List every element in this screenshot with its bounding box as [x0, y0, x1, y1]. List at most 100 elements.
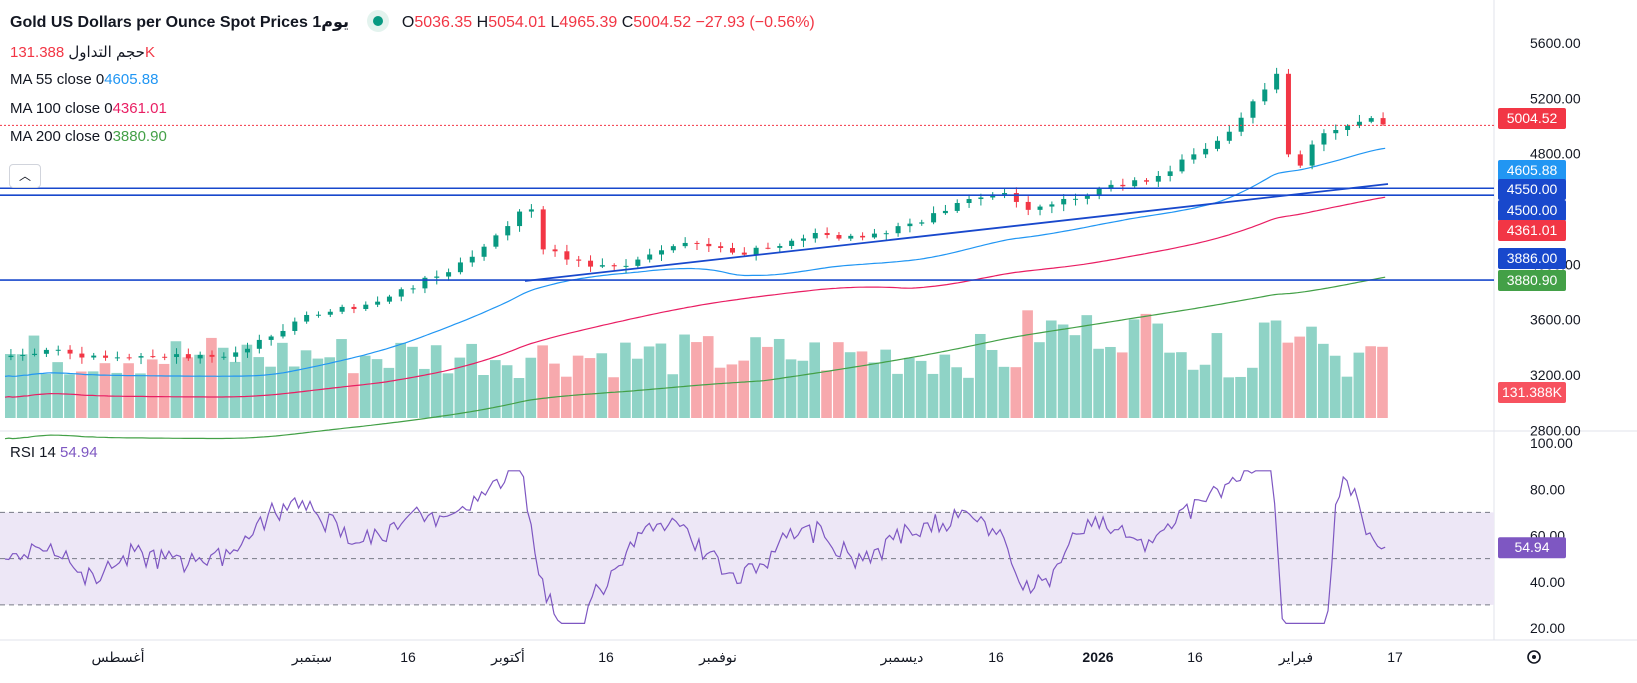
volume-bar	[1282, 342, 1294, 418]
volume-bar	[395, 342, 406, 418]
candle	[1167, 171, 1173, 176]
volume-bar	[182, 357, 194, 418]
volume-bar	[809, 342, 821, 418]
volume-bar	[1034, 342, 1045, 418]
candle	[386, 296, 392, 302]
candle	[1368, 118, 1374, 122]
candle	[599, 265, 605, 267]
candle	[457, 262, 463, 273]
volume-bar	[868, 362, 880, 418]
volume-legend[interactable]: حجم التداول 131.388K	[10, 43, 155, 61]
time-axis-label: 17	[1387, 649, 1403, 665]
volume-bar	[194, 354, 205, 418]
volume-bar	[359, 355, 371, 418]
volume-bar	[1152, 323, 1164, 418]
volume-bar	[844, 352, 856, 418]
collapse-legend-button[interactable]: ︿	[9, 164, 41, 188]
candle	[931, 213, 937, 223]
ma100-legend[interactable]: MA 100 close 04361.01	[10, 100, 167, 117]
candle	[1132, 180, 1138, 187]
price-badge	[1498, 270, 1566, 291]
volume-bar	[1187, 369, 1199, 418]
price-axis-tick: 3600.00	[1530, 312, 1581, 328]
ma100-line	[4, 196, 1386, 398]
candle	[434, 276, 440, 278]
volume-bar	[478, 374, 489, 418]
price-badge-label: 5004.52	[1507, 110, 1558, 126]
volume-bar	[87, 371, 99, 418]
candle	[966, 199, 972, 204]
candle	[528, 209, 534, 212]
volume-bar	[750, 337, 761, 418]
candle	[954, 203, 960, 211]
volume-bar	[489, 360, 501, 418]
candle	[576, 259, 582, 261]
volume-bar	[1377, 346, 1388, 418]
volume-bar	[762, 346, 773, 418]
candle	[292, 321, 298, 331]
candle	[268, 336, 274, 340]
volume-bar	[1318, 343, 1329, 418]
price-badge	[1498, 220, 1566, 241]
volume-bar	[1329, 355, 1341, 418]
candle	[1214, 140, 1220, 149]
rsi-axis-tick: 80.00	[1530, 481, 1565, 497]
volume-bar	[111, 372, 123, 418]
volume-bar	[655, 343, 667, 418]
candle	[1262, 89, 1268, 102]
volume-bar	[1235, 376, 1246, 418]
candle	[91, 355, 97, 358]
rsi-legend[interactable]: RSI 14 54.94	[10, 444, 98, 461]
volume-label: حجم التداول	[68, 44, 145, 61]
volume-bar	[430, 345, 442, 418]
volume-bar	[974, 333, 986, 418]
volume-bar	[501, 365, 513, 418]
candle	[1274, 73, 1280, 90]
volume-bar	[229, 361, 241, 418]
ma55-legend[interactable]: MA 55 close 04605.88	[10, 71, 159, 88]
candle	[564, 251, 570, 260]
close-value: 5004.52	[633, 14, 692, 31]
volume-bar	[951, 367, 962, 418]
gear-icon[interactable]	[1527, 650, 1541, 664]
price-badge	[1498, 108, 1566, 129]
price-axis-tick: 3200.00	[1530, 367, 1581, 383]
volume-bar	[158, 363, 170, 418]
ma200-line	[4, 276, 1386, 440]
volume-bar	[1116, 352, 1128, 418]
volume-bar	[549, 363, 560, 418]
time-axis-label: 16	[598, 649, 614, 665]
candle	[1356, 121, 1362, 126]
candle	[1191, 154, 1197, 160]
candle	[741, 252, 747, 255]
volume-bar	[135, 373, 146, 418]
price-badge	[1498, 179, 1566, 200]
volume-bar	[300, 350, 312, 418]
low-value: 4965.39	[559, 14, 618, 31]
price-badge	[1498, 248, 1566, 269]
volume-bar	[797, 360, 809, 418]
market-status-icon	[367, 10, 390, 32]
candle	[1025, 201, 1031, 210]
candle	[623, 265, 629, 267]
volume-bar	[631, 358, 643, 418]
candle	[1297, 154, 1303, 166]
volume-bar	[324, 357, 336, 418]
price-badge-label: 4605.88	[1507, 162, 1558, 178]
volume-bar	[1176, 352, 1187, 418]
volume-bar	[1105, 346, 1116, 418]
rsi-badge-label: 54.94	[1514, 539, 1549, 555]
candle	[978, 197, 984, 200]
price-axis-tick: 5600.00	[1530, 35, 1581, 51]
candle	[244, 348, 250, 353]
candle	[883, 233, 889, 235]
volume-bar	[1211, 333, 1223, 418]
volume-bar	[1069, 335, 1081, 418]
ma200-legend[interactable]: MA 200 close 03880.90	[10, 128, 167, 145]
chevron-up-icon: ︿	[18, 169, 31, 183]
interval-label[interactable]: 1يوم	[312, 14, 349, 31]
volume-bar	[608, 377, 619, 418]
volume-bar	[64, 374, 75, 418]
